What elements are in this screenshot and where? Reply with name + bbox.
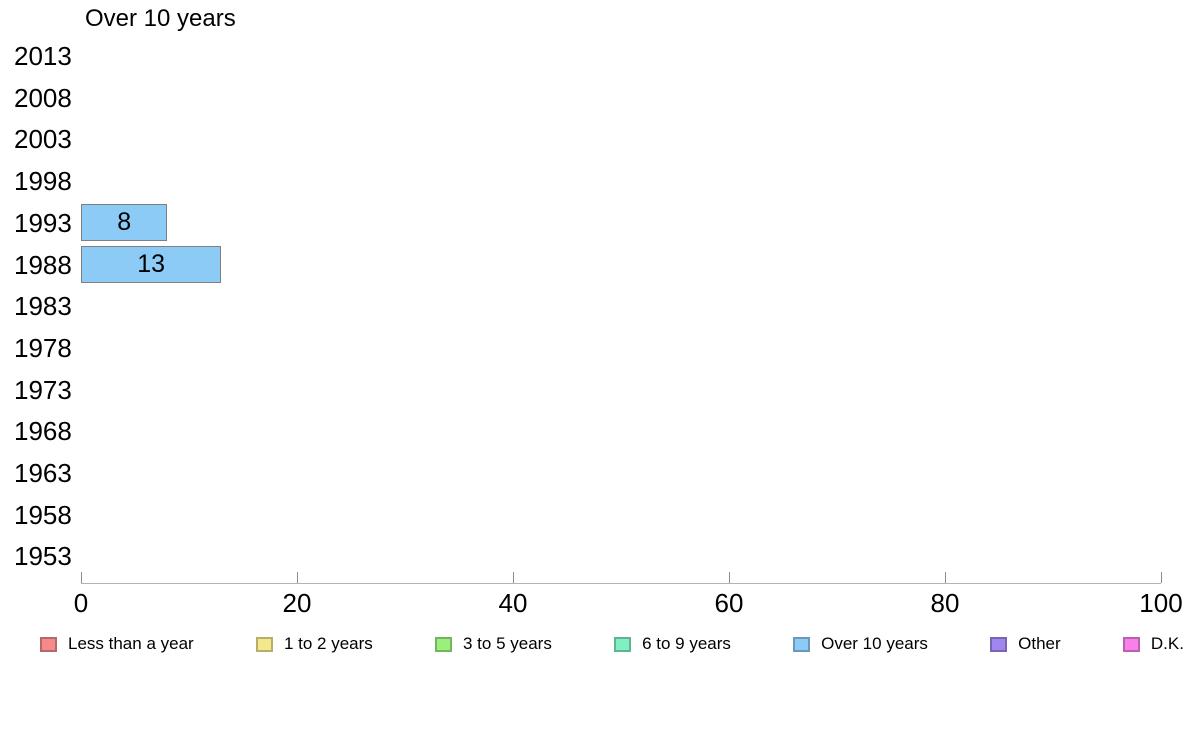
legend-item: Over 10 years: [793, 634, 928, 654]
y-axis-label: 1963: [14, 458, 72, 488]
y-axis-label: 1953: [14, 541, 72, 572]
x-axis-line: [81, 583, 1161, 584]
y-axis-label: 1988: [14, 249, 72, 280]
legend-swatch-icon: [1122, 636, 1140, 652]
legend-swatch-icon: [990, 636, 1008, 652]
bar-value-label: 13: [137, 250, 166, 278]
x-tick: [728, 572, 730, 583]
y-axis-label: 2013: [14, 41, 72, 71]
x-tick: [512, 572, 514, 583]
legend-item: Less than a year: [40, 634, 194, 654]
x-tick: [296, 572, 298, 583]
legend-label: 1 to 2 years: [283, 634, 373, 653]
x-tick-label: 20: [282, 588, 312, 618]
y-axis-label: 1978: [14, 332, 72, 363]
bar-value-label: 8: [117, 208, 132, 237]
legend-item: 3 to 5 years: [435, 634, 552, 654]
legend-label: 6 to 9 years: [642, 634, 731, 653]
legend-item: D.K.: [1122, 634, 1184, 654]
legend-label: Other: [1018, 634, 1061, 653]
legend: Less than a year 1 to 2 years 3 to 5 years…: [0, 634, 1188, 654]
x-tick: [80, 572, 82, 583]
x-tick: [1160, 572, 1162, 583]
legend-swatch-icon: [40, 636, 57, 652]
y-axis-label: 1968: [14, 416, 72, 447]
bar: 13: [81, 246, 222, 283]
x-tick-label: 0: [73, 588, 89, 618]
y-axis-label: 1998: [14, 166, 72, 197]
legend-label: D.K.: [1150, 634, 1184, 653]
legend-label: 3 to 5 years: [463, 634, 552, 653]
x-tick-label: 60: [714, 588, 744, 618]
legend-swatch-icon: [793, 636, 811, 652]
legend-item: 1 to 2 years: [255, 634, 373, 654]
legend-item: 6 to 9 years: [614, 634, 731, 654]
y-axis-label: 2008: [14, 82, 72, 113]
x-tick: [944, 572, 946, 583]
y-axis-label: 1993: [14, 207, 72, 238]
chart-title: Over 10 years: [85, 5, 236, 32]
legend-item: Other: [990, 634, 1061, 654]
y-axis-label: 1958: [14, 499, 72, 530]
legend-swatch-icon: [255, 636, 273, 652]
x-tick-label: 80: [930, 588, 960, 618]
y-axis-label: 1983: [14, 291, 72, 322]
y-axis-label: 2003: [14, 124, 72, 155]
legend-label: Less than a year: [68, 634, 194, 653]
legend-swatch-icon: [435, 636, 452, 652]
x-tick-label: 100: [1139, 588, 1183, 618]
y-axis-label: 1973: [14, 374, 72, 405]
bar: 8: [81, 204, 168, 242]
legend-label: Over 10 years: [821, 634, 928, 653]
x-tick-label: 40: [498, 588, 528, 618]
legend-swatch-icon: [614, 636, 632, 652]
